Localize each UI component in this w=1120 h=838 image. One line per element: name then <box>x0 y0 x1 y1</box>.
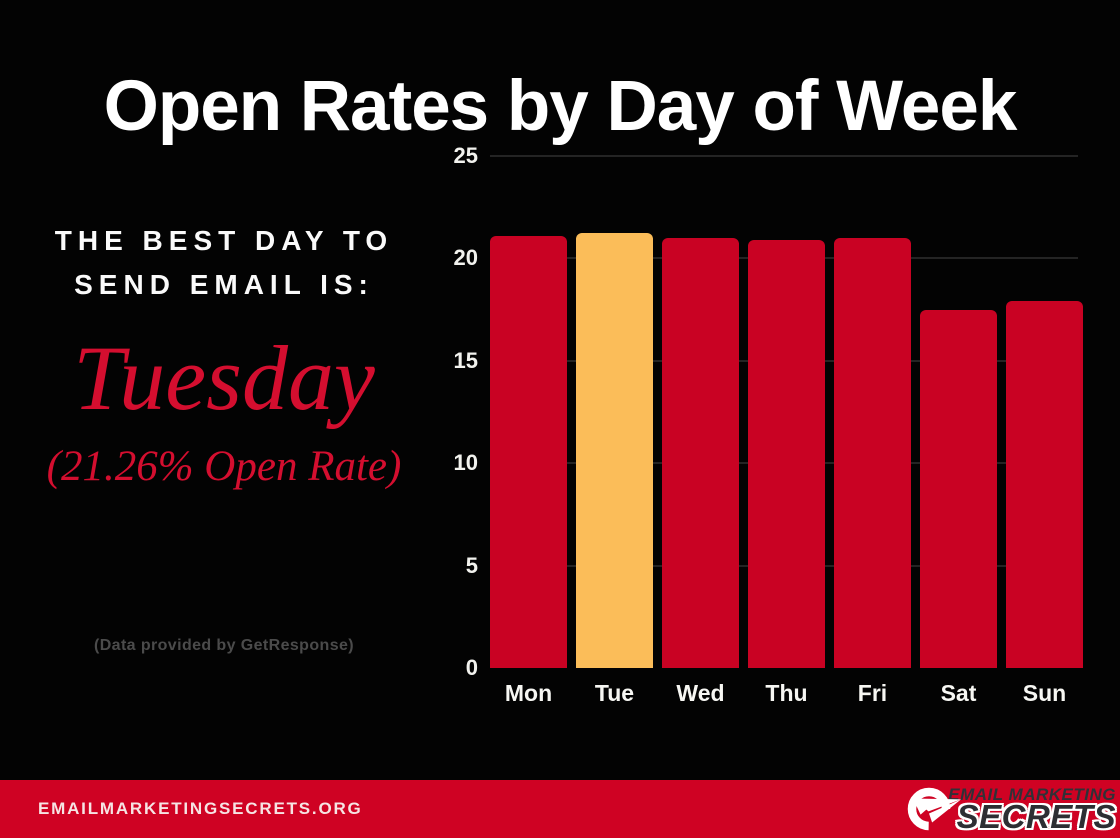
open-rate-note: (21.26% Open Rate) <box>46 443 402 490</box>
best-day-value: Tuesday <box>73 327 375 429</box>
y-tick-label-5: 5 <box>465 552 478 578</box>
x-tick-label-sat: Sat <box>940 680 977 706</box>
bar-fri <box>834 238 911 668</box>
brand-logo-line2: SECRETS <box>956 798 1116 835</box>
y-tick-label-20: 20 <box>453 245 478 271</box>
best-day-heading: THE BEST DAY TO SEND EMAIL IS: <box>0 219 448 307</box>
bar-chart: 0 5 10 15 20 25 Mon Tue Wed Thu Fri Sat Sun <box>430 143 1110 736</box>
chart-plot: 0 5 10 15 20 25 Mon Tue Wed Thu Fri Sat Sun <box>454 143 1083 706</box>
page-title: Open Rates by Day of Week <box>103 66 1018 146</box>
bar-sun <box>1006 301 1083 668</box>
footer-bar: EMAILMARKETINGSECRETS.ORG EMAIL MARKETIN… <box>0 780 1120 838</box>
x-tick-label-thu: Thu <box>765 680 808 706</box>
best-day-heading-line2: SEND EMAIL IS: <box>74 269 374 300</box>
y-tick-label-10: 10 <box>453 450 478 476</box>
y-tick-label-15: 15 <box>453 347 478 373</box>
bar-thu <box>748 240 825 668</box>
x-tick-label-wed: Wed <box>676 680 725 706</box>
bar-mon <box>490 236 567 668</box>
brand-logo-line1: EMAIL MARKETING <box>948 785 1116 804</box>
brand-logo-text: EMAIL MARKETING SECRETS <box>948 785 1116 835</box>
x-tick-label-mon: Mon <box>504 680 553 706</box>
data-source-note: (Data provided by GetResponse) <box>93 637 355 654</box>
bar-wed <box>662 238 739 668</box>
best-day-heading-line1: THE BEST DAY TO <box>54 225 394 256</box>
gridline-25 <box>490 155 1078 157</box>
paper-plane-circle-icon <box>902 780 964 838</box>
bar-tue <box>576 233 653 668</box>
x-tick-label-tue: Tue <box>594 680 635 706</box>
bar-sat <box>920 310 997 668</box>
x-tick-label-sun: Sun <box>1022 680 1067 706</box>
website-url: EMAILMARKETINGSECRETS.ORG <box>38 799 363 818</box>
y-tick-label-25: 25 <box>453 143 478 168</box>
y-tick-label-0: 0 <box>465 655 478 680</box>
brand-logo: EMAIL MARKETING SECRETS <box>902 780 1116 838</box>
x-tick-label-fri: Fri <box>857 680 888 706</box>
